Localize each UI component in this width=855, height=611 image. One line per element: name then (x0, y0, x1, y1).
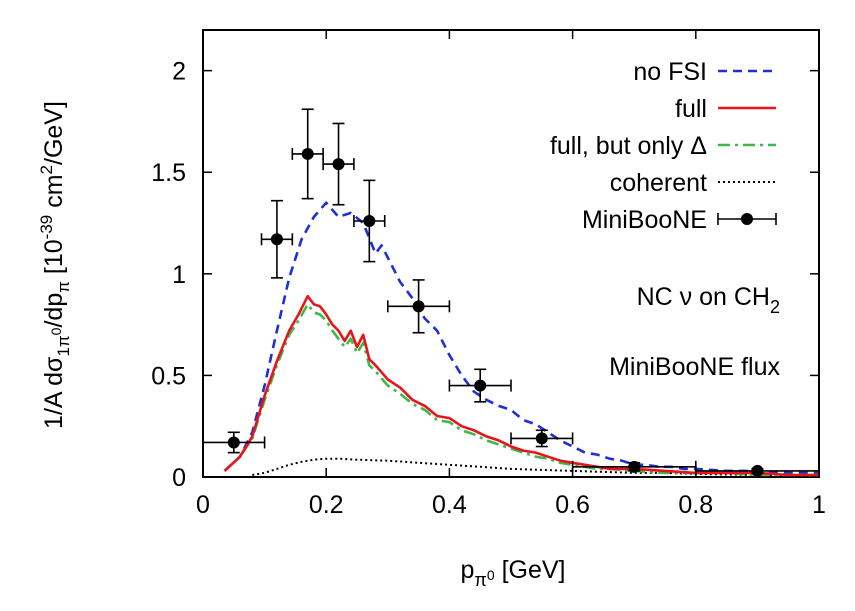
y-tick-label: 1 (172, 261, 186, 289)
y-axis-label-sup1: 0 (48, 327, 64, 335)
annotation-target-subscript: 2 (770, 297, 780, 317)
y-axis-label-sup2: -39 (37, 215, 56, 240)
x-tick-label: 0.4 (432, 491, 467, 519)
x-axis-label-subsup: 0 (487, 567, 495, 583)
y-tick-label: 1.5 (151, 159, 186, 187)
legend: no FSI full full, but only Δ coherent MiniBo… (550, 58, 777, 234)
y-axis-label-sub2: π (54, 281, 73, 293)
series-line (223, 201, 819, 475)
series-layer (223, 201, 819, 477)
data-point-group (202, 431, 266, 454)
data-point-group (291, 108, 324, 200)
data-point (332, 158, 345, 171)
x-tick-label: 0 (196, 491, 210, 519)
data-point-group (260, 199, 294, 279)
plot-frame-layer: 0 0.2 0.4 0.6 0.8 1 0 0.5 1 1.5 2 (151, 29, 826, 519)
annotation-flux: MiniBooNE flux (609, 353, 780, 381)
annotation-target: NC ν on CH2 (637, 283, 780, 317)
data-point (412, 300, 425, 313)
legend-swatch-marker (741, 213, 753, 225)
y-axis-label-mid: /dp (40, 293, 68, 328)
data-point-group (322, 122, 355, 206)
legend-label: full, but only Δ (550, 132, 707, 160)
x-tick-label: 0.6 (555, 491, 590, 519)
y-tick-label: 2 (172, 58, 186, 86)
x-axis-label-p: p (461, 556, 475, 584)
data-point-group (694, 464, 820, 477)
plot-border (202, 29, 820, 478)
legend-label: MiniBooNE (582, 206, 707, 234)
y-axis-label-post2: cm (40, 174, 68, 214)
data-point (535, 432, 548, 445)
axis-labels: pπ0 [GeV] 1/A dσ1π0/dpπ [10-39 cm2/GeV] (37, 101, 566, 590)
x-axis-label-unit: [GeV] (495, 556, 566, 584)
data-point-group (510, 429, 574, 448)
series-line (223, 303, 819, 477)
legend-label: no FSI (633, 58, 707, 86)
series-line (223, 294, 819, 477)
data-point (301, 147, 314, 160)
data-point (363, 214, 376, 227)
y-tick-label: 0 (172, 464, 186, 492)
legend-label: coherent (610, 169, 707, 197)
x-tick-label: 1 (812, 491, 826, 519)
data-point-group (571, 460, 697, 473)
y-axis-label: 1/A dσ1π0/dpπ [10-39 cm2/GeV] (37, 101, 73, 429)
x-tick-label: 0.2 (309, 491, 344, 519)
data-point (628, 460, 641, 473)
x-tick-label: 0.8 (678, 491, 713, 519)
data-points-layer (202, 108, 820, 477)
y-axis-label-pre: 1/A dσ (40, 356, 68, 429)
data-point-group (386, 279, 451, 334)
annotation-target-main: NC ν on CH (637, 283, 770, 311)
x-axis-label: pπ0 [GeV] (461, 556, 566, 590)
data-point (270, 233, 283, 246)
data-point (751, 464, 764, 477)
y-axis-label-post: [10 (40, 239, 68, 281)
x-axis-label-sub: π (474, 570, 486, 590)
y-axis-label-post3: /GeV] (40, 101, 68, 165)
y-axis-label-sub1: 1π (54, 335, 73, 356)
legend-label: full (675, 95, 707, 123)
y-axis-label-sup3: 2 (37, 165, 56, 174)
data-point-group (448, 368, 512, 403)
data-point-group (353, 179, 386, 263)
data-point (227, 436, 240, 449)
annotations: NC ν on CH2 MiniBooNE flux (609, 283, 780, 381)
data-point (474, 379, 487, 392)
y-tick-label: 0.5 (151, 362, 186, 390)
